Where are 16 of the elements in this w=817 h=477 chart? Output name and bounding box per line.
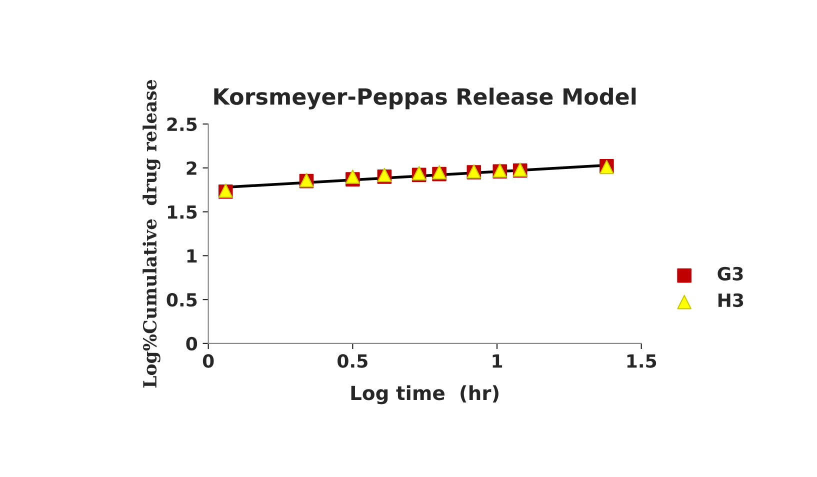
legend-label: H3 <box>718 293 744 308</box>
chart-title: Korsmeyer-Peppas Release Model <box>214 88 636 110</box>
legend-label: G3 <box>718 266 743 281</box>
y-tick-label: 2 <box>186 161 196 175</box>
point <box>346 170 360 184</box>
y-axis-title: Log%Cumulative drug release <box>142 80 160 388</box>
y-tick-label: 0 <box>186 336 198 351</box>
x-tick-label: 1.5 <box>627 354 656 368</box>
x-axis-title: Log time (hr) <box>351 385 498 404</box>
y-tick-label: 1.5 <box>168 205 197 219</box>
x-tick-label: 0 <box>202 354 214 368</box>
y-tick-label: 0.5 <box>166 293 197 307</box>
x-tick-label: 0.5 <box>338 354 368 368</box>
y-tick-label: 1 <box>187 249 197 263</box>
y-tick-label: 2.5 <box>167 117 197 132</box>
x-tick-label: 1 <box>492 354 502 368</box>
